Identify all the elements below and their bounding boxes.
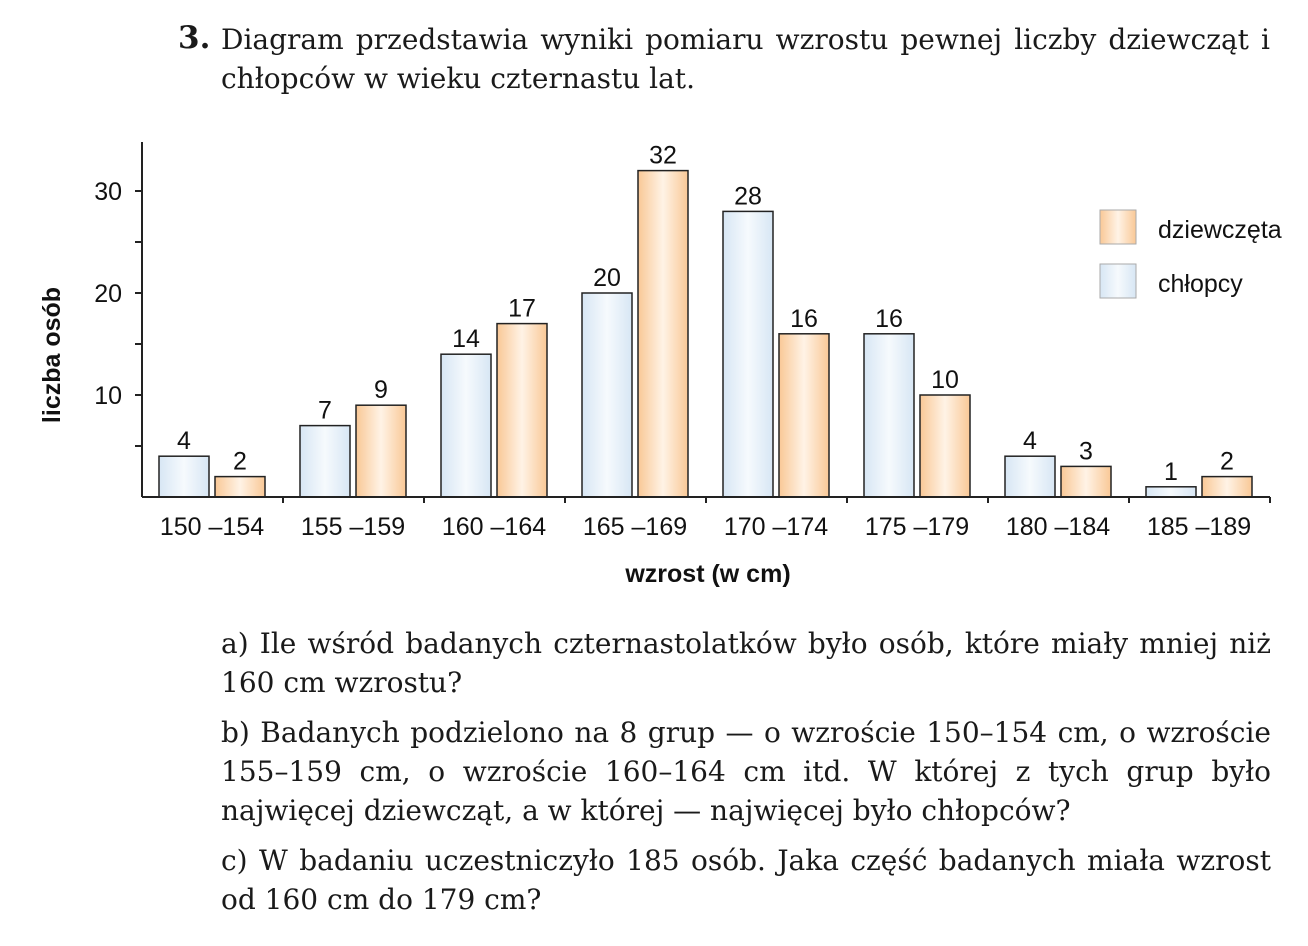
legend-swatch-chlopcy (1099, 263, 1137, 299)
bar-chlopcy-5 (863, 333, 915, 498)
problem-text: Diagram przedstawia wyniki pomiaru wzros… (221, 23, 1270, 95)
value-label-dziewczeta-6: 3 (1079, 437, 1093, 465)
x-tick-label-7: 185 –189 (1147, 513, 1251, 541)
x-axis-title: wzrost (w cm) (624, 560, 790, 588)
bar-chlopcy-4 (722, 210, 774, 498)
questions-list: a) Ile wśród badanych czternastolatków b… (221, 624, 1271, 930)
bar-dziewczeta-2 (496, 322, 548, 498)
x-tick-label-6: 180 –184 (1006, 513, 1110, 541)
value-label-dziewczeta-4: 16 (790, 305, 818, 333)
x-tick-label-4: 170 –174 (724, 513, 828, 541)
question-b: b) Badanych podzielono na 8 grup — o wzr… (221, 716, 1271, 827)
bar-chlopcy-6 (1004, 455, 1056, 498)
value-label-dziewczeta-1: 9 (374, 376, 388, 404)
value-label-dziewczeta-7: 2 (1220, 448, 1234, 476)
question-c: c) W badaniu uczestniczyło 185 osób. Jak… (221, 844, 1271, 916)
bar-dziewczeta-6 (1060, 465, 1112, 498)
y-tick-label-20: 20 (94, 280, 122, 308)
bar-chlopcy-7 (1145, 486, 1197, 498)
value-label-dziewczeta-5: 10 (931, 366, 959, 394)
y-axis-title: liczba osób (38, 287, 66, 423)
value-label-chlopcy-3: 20 (593, 264, 621, 292)
bar-chlopcy-3 (581, 292, 633, 498)
legend-label-chlopcy: chłopcy (1158, 270, 1243, 298)
x-tick-label-2: 160 –164 (442, 513, 546, 541)
bar-dziewczeta-3 (637, 169, 689, 498)
bar-dziewczeta-1 (355, 404, 407, 498)
problem-number: 3. (178, 20, 211, 56)
value-label-chlopcy-2: 14 (452, 325, 480, 353)
y-tick-label-10: 10 (94, 382, 122, 410)
legend-swatch-dziewczeta (1099, 209, 1137, 245)
value-label-chlopcy-5: 16 (875, 305, 903, 333)
x-tick-label-1: 155 –159 (301, 513, 405, 541)
legend: dziewczęta chłopcy (1099, 209, 1282, 299)
question-a: a) Ile wśród badanych czternastolatków b… (221, 627, 1271, 699)
problem-statement: 3. Diagram przedstawia wyniki pomiaru wz… (178, 20, 1270, 98)
value-label-chlopcy-7: 1 (1164, 458, 1178, 486)
value-label-dziewczeta-3: 32 (649, 142, 677, 170)
bar-dziewczeta-4 (778, 333, 830, 498)
value-label-chlopcy-0: 4 (177, 427, 191, 455)
x-tick-label-3: 165 –169 (583, 513, 687, 541)
bar-chlopcy-0 (158, 455, 210, 498)
x-tick-label-0: 150 –154 (160, 513, 264, 541)
bar-dziewczeta-0 (214, 475, 266, 498)
value-label-dziewczeta-2: 17 (508, 295, 536, 323)
value-label-dziewczeta-0: 2 (233, 448, 247, 476)
legend-label-dziewczeta: dziewczęta (1158, 216, 1282, 244)
bar-dziewczeta-5 (919, 394, 971, 498)
value-label-chlopcy-1: 7 (318, 397, 332, 425)
bar-dziewczeta-7 (1201, 475, 1253, 498)
value-label-chlopcy-4: 28 (734, 182, 762, 210)
y-tick-label-30: 30 (94, 178, 122, 206)
bar-chlopcy-2 (440, 353, 492, 498)
x-tick-label-5: 175 –179 (865, 513, 969, 541)
bar-chlopcy-1 (299, 424, 351, 498)
value-label-chlopcy-6: 4 (1023, 427, 1037, 455)
